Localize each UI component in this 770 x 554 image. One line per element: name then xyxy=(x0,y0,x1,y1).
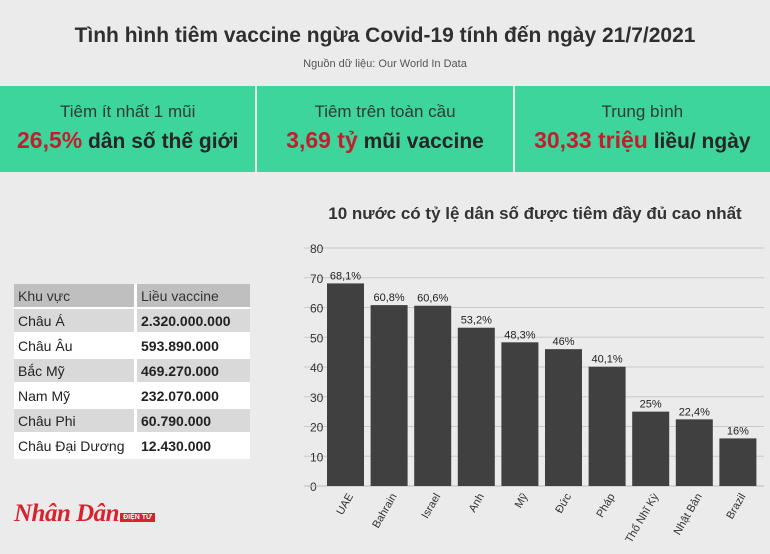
y-tick-label: 30 xyxy=(310,391,324,405)
x-tick-label: Pháp xyxy=(594,492,617,520)
regions-table: Khu vực Liều vaccine Châu Á 2.320.000.00… xyxy=(14,284,250,459)
stat-global-doses: Tiêm trên toàn cầu 3,69 tỷ mũi vaccine xyxy=(255,86,512,172)
data-label: 46% xyxy=(552,336,574,348)
logo-sub: ĐIỆN TỬ xyxy=(120,513,155,522)
data-source: Nguồn dữ liệu: Our World In Data xyxy=(303,58,467,70)
data-label: 68,1% xyxy=(330,270,361,282)
region-name: Châu Á xyxy=(14,308,137,334)
stat-value: 30,33 triệu liều/ ngày xyxy=(515,127,770,154)
bar xyxy=(414,305,452,486)
page-title: Tình hình tiêm vaccine ngừa Covid-19 tín… xyxy=(74,24,696,47)
stat-value: 3,69 tỷ mũi vaccine xyxy=(257,127,512,154)
bar xyxy=(370,305,408,486)
bar xyxy=(588,366,626,486)
x-tick-label: UAE xyxy=(334,492,356,518)
table-row: Châu Âu 593.890.000 xyxy=(14,333,250,359)
column-header-region: Khu vực xyxy=(14,284,137,309)
bar xyxy=(719,438,757,486)
region-name: Châu Phi xyxy=(14,408,137,434)
chart-title: 10 nước có tỷ lệ dân số được tiêm đầy đủ… xyxy=(328,204,742,223)
column-header-doses: Liều vaccine xyxy=(135,284,250,309)
stat-rest: liều/ ngày xyxy=(647,130,751,153)
logo-main: Nhân Dân xyxy=(14,500,120,527)
y-tick-label: 10 xyxy=(310,450,324,464)
x-tick-label: Anh xyxy=(467,492,487,515)
region-doses: 593.890.000 xyxy=(135,333,250,359)
bar xyxy=(327,283,364,486)
data-label: 53,2% xyxy=(461,315,492,327)
y-tick-label: 40 xyxy=(310,361,324,375)
table-header-row: Khu vực Liều vaccine xyxy=(14,284,250,309)
y-tick-label: 20 xyxy=(310,421,324,435)
y-tick-label: 60 xyxy=(310,302,324,316)
table-row: Nam Mỹ 232.070.000 xyxy=(14,383,250,409)
stat-label: Tiêm ít nhất 1 mũi xyxy=(59,102,196,121)
x-tick-label: Nhật Bản xyxy=(672,492,705,538)
x-tick-label: Brazil xyxy=(724,492,748,522)
stats-banner: Tiêm ít nhất 1 mũi 26,5% dân số thế giới… xyxy=(0,86,770,172)
bar xyxy=(545,349,582,486)
y-tick-label: 80 xyxy=(310,242,324,256)
data-label: 48,3% xyxy=(504,329,535,341)
stat-label: Tiêm trên toàn cầu xyxy=(314,102,456,121)
region-name: Nam Mỹ xyxy=(14,383,137,409)
x-tick-label: Mỹ xyxy=(513,491,531,510)
stat-label: Trung bình xyxy=(601,102,684,121)
region-name: Châu Đại Dương xyxy=(14,433,137,459)
stat-rest: dân số thế giới xyxy=(82,130,239,153)
table-row: Bắc Mỹ 469.270.000 xyxy=(14,358,250,384)
region-name: Châu Âu xyxy=(14,333,137,359)
table-row: Châu Á 2.320.000.000 xyxy=(14,308,250,334)
data-label: 22,4% xyxy=(679,406,710,418)
x-tick-label: Đức xyxy=(553,491,574,515)
stat-first-dose: Tiêm ít nhất 1 mũi 26,5% dân số thế giới xyxy=(0,86,255,172)
data-label: 60,6% xyxy=(417,293,448,305)
table-row: Châu Đại Dương 12.430.000 xyxy=(14,433,250,459)
region-doses: 232.070.000 xyxy=(135,383,250,409)
y-tick-label: 50 xyxy=(310,331,324,345)
region-doses: 2.320.000.000 xyxy=(135,308,250,334)
y-tick-label: 70 xyxy=(310,272,324,286)
bar xyxy=(457,327,495,486)
stat-daily-average: Trung bình 30,33 triệu liều/ ngày xyxy=(512,86,770,172)
region-name: Bắc Mỹ xyxy=(14,358,137,384)
region-doses: 469.270.000 xyxy=(135,358,250,384)
stat-highlight: 3,69 tỷ xyxy=(286,127,358,153)
data-label: 60,8% xyxy=(373,292,404,304)
stat-rest: mũi vaccine xyxy=(357,130,484,153)
stat-highlight: 30,33 triệu xyxy=(534,127,648,153)
x-tick-label: Bahrain xyxy=(370,492,399,531)
region-doses: 12.430.000 xyxy=(135,433,250,459)
stat-value: 26,5% dân số thế giới xyxy=(0,127,255,154)
data-label: 40,1% xyxy=(591,354,622,366)
bar xyxy=(675,419,713,486)
data-label: 16% xyxy=(727,425,749,437)
stat-highlight: 26,5% xyxy=(17,127,83,153)
bar xyxy=(501,342,539,486)
bar xyxy=(632,411,670,486)
data-label: 25% xyxy=(640,399,662,411)
x-tick-label: Israel xyxy=(419,492,443,521)
region-doses: 60.790.000 xyxy=(135,408,250,434)
nhandan-logo: Nhân Dân ĐIỆN TỬ xyxy=(14,500,155,530)
table-row: Châu Phi 60.790.000 xyxy=(14,408,250,434)
y-tick-label: 0 xyxy=(310,480,317,494)
x-tick-label: Thổ Nhĩ Kỳ xyxy=(623,491,661,545)
